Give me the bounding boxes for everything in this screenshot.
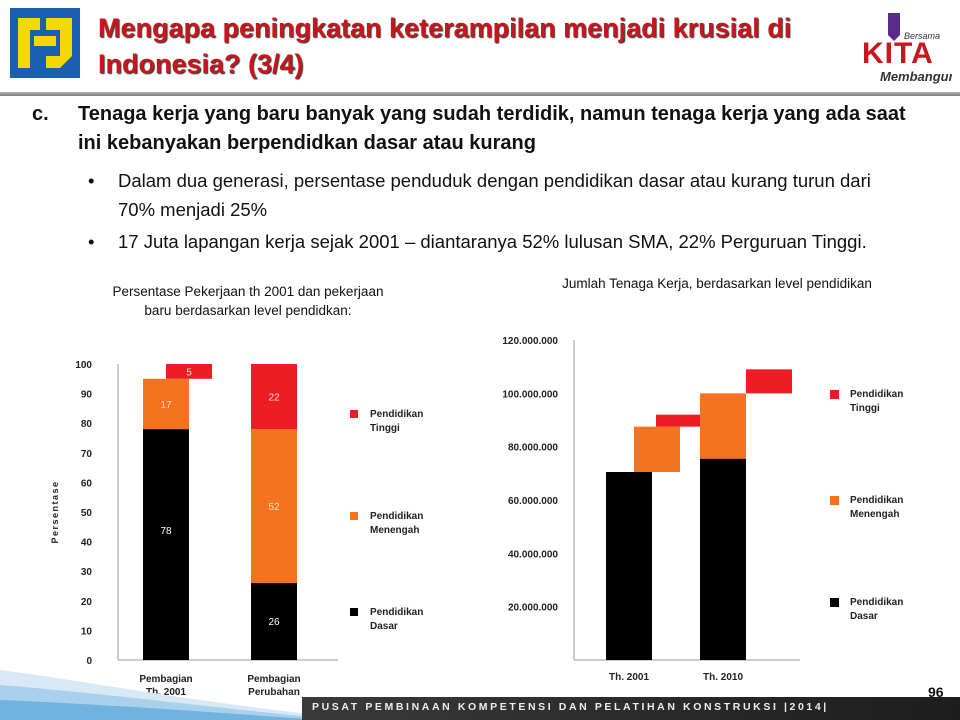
legend-swatch (830, 390, 839, 399)
chart1-percent-bars: 0 10 20 30 40 50 60 70 80 90 100 Persentase 78 17 5 Pem… (50, 360, 423, 698)
y-tick-label: 20.000.000 (508, 603, 558, 614)
y-tick-label: 80 (81, 419, 93, 430)
x-category-label: Th. 2010 (703, 672, 743, 683)
point-letter: c. (32, 103, 49, 125)
y-tick-label: 100.000.000 (502, 389, 558, 400)
legend-label: Pendidikan Menengah (370, 511, 423, 536)
bar-segment (634, 426, 680, 472)
y-tick-label: 100 (75, 360, 92, 371)
x-category-label: Th. 2001 (609, 672, 649, 683)
bersama-kita-membangun-logo: Bersama KITA Membangun (852, 5, 957, 85)
x-category-label: Pembagian Th. 2001 (139, 674, 192, 698)
footer-bar (302, 697, 960, 720)
y-tick-label: 30 (81, 567, 93, 578)
footer-text: PUSAT PEMBINAAN KOMPETENSI DAN PELATIHAN… (312, 701, 829, 713)
y-tick-label: 90 (81, 390, 93, 401)
logo-bottom-text: Membangun (880, 69, 952, 84)
bar-segment (166, 364, 212, 379)
y-tick-label: 80.000.000 (508, 443, 558, 454)
page-number: 96 (928, 684, 944, 700)
title-divider (0, 92, 960, 96)
bar-segment (656, 414, 702, 427)
y-tick-label: 50 (81, 508, 93, 519)
legend-swatch (830, 496, 839, 505)
y-tick-label: 60.000.000 (508, 496, 558, 507)
legend-swatch (350, 512, 358, 520)
legend-label: Pendidikan Dasar (370, 607, 423, 632)
y-tick-label: 40 (81, 538, 93, 549)
data-label: 78 (160, 526, 172, 537)
bar-segment (143, 378, 189, 430)
logo-main-text: KITA (862, 37, 934, 70)
bar-segment (251, 364, 297, 430)
bar-segment (700, 458, 746, 660)
page-title: Mengapa peningkatan keterampilan menjadi… (98, 13, 792, 79)
y-tick-label: 10 (81, 626, 93, 637)
data-label: 52 (268, 502, 280, 513)
data-label: 5 (186, 367, 192, 378)
y-tick-label: 60 (81, 478, 93, 489)
legend-swatch (350, 410, 358, 418)
legend-label: Pendidikan Menengah (850, 495, 903, 520)
y-tick-label: 20 (81, 597, 93, 608)
bullet-text: Dalam dua generasi, persentase penduduk … (118, 170, 871, 220)
decorative-wave (0, 670, 320, 720)
y-tick-label: 70 (81, 449, 93, 460)
bar-segment (700, 393, 746, 459)
legend-label: Pendidikan Tinggi (850, 389, 903, 414)
legend-label: Pendidikan Dasar (850, 597, 903, 622)
pu-logo (10, 8, 80, 78)
data-label: 17 (160, 400, 172, 411)
data-label: 26 (268, 617, 280, 628)
y-tick-label: 40.000.000 (508, 549, 558, 560)
y-tick-label: 0 (86, 656, 92, 667)
data-label: 22 (268, 393, 280, 404)
bar-segment (746, 369, 792, 394)
bar-segment (251, 429, 297, 584)
x-category-label: Pembagian Perubahan (247, 674, 300, 698)
logo-top-text: Bersama (904, 31, 940, 41)
bar-segment (251, 583, 297, 660)
chart2-workforce-bars: 20.000.000 40.000.000 60.000.000 80.000.000… (502, 336, 903, 683)
bar-segment (606, 472, 652, 660)
chart1-title: Persentase Pekerjaan th 2001 dan pekerja… (112, 284, 384, 318)
legend-swatch (830, 598, 839, 607)
legend-label: Pendidikan Tinggi (370, 409, 423, 434)
y-axis-label: Persentase (50, 480, 60, 543)
bar-segment (143, 429, 189, 660)
bullet-text: 17 Juta lapangan kerja sejak 2001 – dian… (118, 231, 867, 252)
bullet-icon: • (88, 231, 95, 252)
bullet-icon: • (88, 170, 95, 191)
chart2-title: Jumlah Tenaga Kerja, berdasarkan level p… (562, 276, 872, 291)
point-text: Tenaga kerja yang baru banyak yang sudah… (78, 103, 906, 154)
legend-swatch (350, 608, 358, 616)
y-tick-label: 120.000.000 (502, 336, 558, 347)
